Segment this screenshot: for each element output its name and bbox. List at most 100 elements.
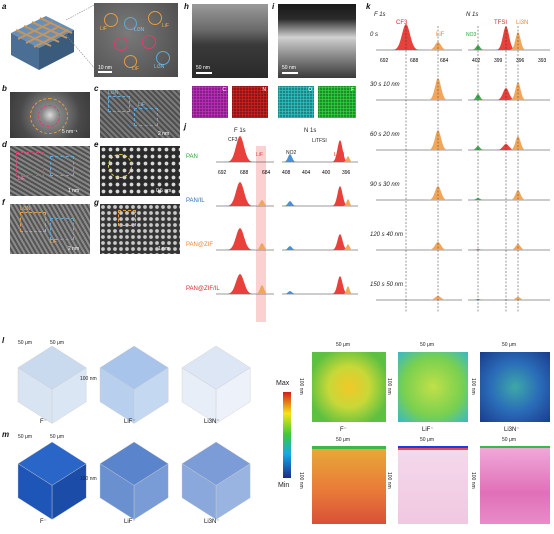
map2d-dim-x-2: 50 μm [420, 342, 434, 348]
box-lif-d [16, 152, 44, 176]
m-cube-li3n [181, 441, 251, 520]
j-peak-li3n-0 [182, 156, 354, 162]
j-tick-n-0: 408 [282, 170, 291, 176]
k-peak-lif-5 [366, 296, 450, 300]
j-tick-f-1: 688 [240, 170, 249, 176]
map2d-dim-y-6: 100 nm [470, 472, 476, 489]
m-cube-f-side [51, 463, 87, 520]
j-header-f: F 1s [234, 128, 246, 134]
j-peak-cf3: CF3 [228, 137, 238, 143]
k-row-4: 120 s 40 nm [370, 232, 404, 238]
k-row-3: 90 s 30 nm [370, 182, 400, 188]
panel-g: g 1 nm [94, 198, 180, 256]
panel-a: a LiF Li3N LiF Li3N LiF 10 nm [0, 0, 180, 80]
scale-bar-h [196, 72, 212, 74]
j-peak-lif: LiF [256, 152, 263, 158]
k-peak-no3-4 [366, 249, 486, 250]
panel-e-label: e [94, 140, 99, 149]
l-cube-li3n-side [215, 367, 251, 424]
l-cube-f [17, 345, 87, 424]
panel-c-label: c [94, 84, 99, 93]
map2d-dim-y-4: 100 nm [298, 472, 304, 489]
box-li3n-c [108, 96, 130, 112]
k-peak-lif-3 [366, 186, 450, 200]
k-peak-lif: LiF [436, 32, 445, 38]
l-dim-x: 50 μm [18, 340, 32, 346]
colorbar-max: Max [276, 380, 290, 387]
j-tick-n-3: 396 [342, 170, 351, 176]
circle-label-2: LiF [162, 23, 169, 29]
eds-label-n: N [262, 87, 266, 93]
hrtem-c: Li3N LiF 2 nm [100, 90, 180, 138]
circle-label-3: Li3N [154, 64, 165, 70]
box-lif-d2 [50, 156, 74, 176]
k-peak-tfsi-1 [366, 88, 518, 100]
j-peak-cf3-3 [182, 274, 256, 294]
scale-text-d: 1 nm [68, 188, 80, 194]
l-species-1: LiF⁻ [124, 419, 136, 425]
panel-e: e 0.5 nm [94, 140, 180, 196]
k-peak-lif-2 [366, 130, 450, 150]
panel-d-label: d [2, 140, 7, 149]
j-peak-litfsi-0 [182, 140, 350, 162]
j-peak-cf3-1 [182, 182, 256, 206]
k-peak-lif-1 [366, 78, 450, 100]
panel-i: i 50 nm O F [272, 2, 358, 120]
k-header-f: F 1s [374, 12, 386, 18]
j-spectra: 692 688 684 408 404 400 396 [182, 136, 358, 295]
fft-ring-lif [30, 98, 68, 134]
map2d-lif-top [398, 352, 468, 422]
k-row-0: 0 s [370, 32, 379, 38]
k-peak-no3-1 [366, 94, 486, 100]
m-cube-li3n-side [215, 463, 251, 520]
scale-text-e: 0.5 nm [156, 188, 172, 194]
k-tick-f-2: 684 [440, 58, 449, 64]
k-peak-li3n-4 [366, 244, 528, 250]
eds-label-f: F [350, 87, 354, 93]
tof-sims-3d-cubes [17, 345, 251, 520]
map2d-f-top [312, 352, 386, 422]
map2d-f-bottom [312, 446, 386, 524]
circle-lif-4 [124, 55, 137, 68]
l-cube-li3n [181, 345, 251, 424]
eds-map-c: C [192, 86, 228, 118]
hex-annotation-e [108, 154, 132, 178]
haadf-image-i: 50 nm [278, 4, 356, 78]
j-peak-no2-2 [182, 246, 298, 250]
panel-l-label: l [2, 336, 5, 345]
circle-li3n-2 [114, 37, 128, 51]
map2d-dim-x-5: 50 μm [420, 437, 434, 443]
j-peak-cf3-0 [182, 136, 256, 162]
map2d-dim-x-3: 50 μm [502, 342, 516, 348]
map2d-dim-y-3: 100 nm [470, 378, 476, 395]
scale-text-h: 50 nm [196, 65, 210, 71]
annot-f1: Li3N [20, 206, 31, 212]
map2d-lif-bottom [398, 446, 468, 524]
k-peak-li3n-3 [366, 190, 528, 200]
m-species-2: Li3N⁻ [204, 519, 220, 525]
scale-bar-a [98, 71, 112, 73]
scale-text-b: 5 nm⁻¹ [62, 129, 78, 135]
circle-lif-3 [142, 35, 156, 49]
colorbar [283, 392, 291, 478]
panel-h-label: h [184, 2, 189, 11]
fft-pattern: 5 nm⁻¹ [10, 92, 90, 138]
box-li3n-f [20, 212, 46, 232]
k-peak-lif-4 [366, 242, 450, 250]
l-dim-z: 100 nm [80, 376, 97, 382]
l-species-0: F⁻ [40, 419, 47, 425]
j-row-0: PAN [186, 154, 198, 160]
j-tick-f-0: 692 [218, 170, 227, 176]
panel-l: l [0, 336, 270, 428]
k-tick-f-1: 688 [410, 58, 419, 64]
k-peak-cf3: CF3 [396, 20, 408, 26]
m-dim-x: 50 μm [18, 434, 32, 440]
k-header-n: N 1s [466, 12, 479, 18]
k-tick-n-1: 399 [494, 58, 503, 64]
l-cube-f-side [51, 367, 87, 424]
scale-text-c: 2 nm [158, 131, 170, 137]
k-peak-no3-5 [366, 299, 486, 300]
l-species-2: Li3N⁻ [204, 419, 220, 425]
scale-text-f: 2 nm [68, 246, 80, 252]
colorbar-min: Min [278, 482, 290, 489]
